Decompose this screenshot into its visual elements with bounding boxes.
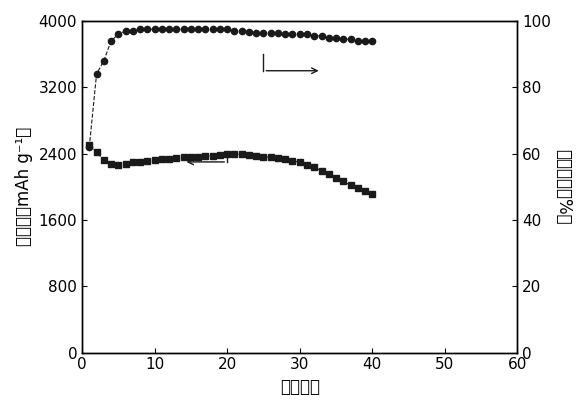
Y-axis label: 库伦效率（%）: 库伦效率（%）: [554, 149, 572, 224]
Y-axis label: 比容量（mAh g⁻¹）: 比容量（mAh g⁻¹）: [15, 127, 33, 247]
X-axis label: 循环次数: 循环次数: [280, 378, 320, 396]
